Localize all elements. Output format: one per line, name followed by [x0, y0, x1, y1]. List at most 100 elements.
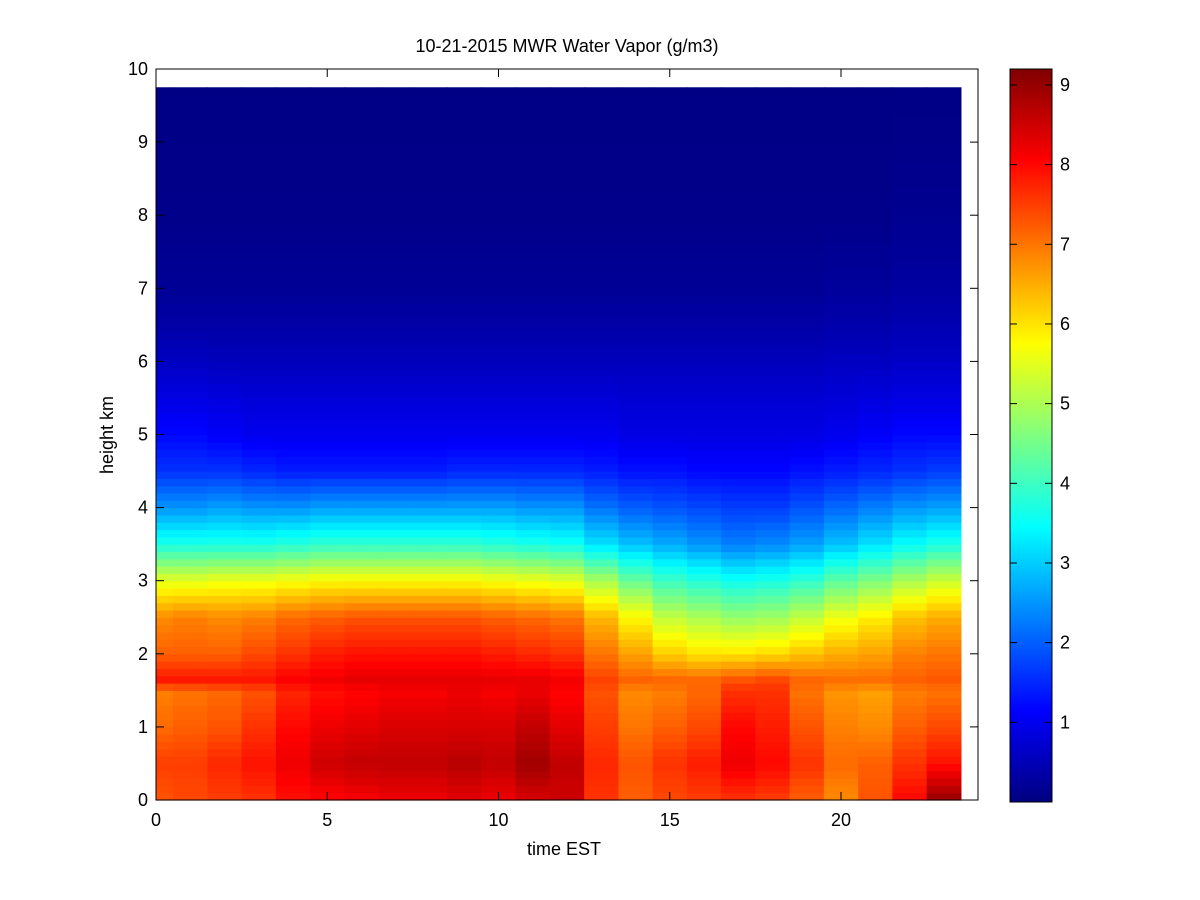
heatmap-cell: [378, 588, 414, 596]
heatmap-cell: [310, 383, 345, 392]
heatmap-cell: [755, 646, 791, 655]
heatmap-cell: [892, 149, 928, 158]
heatmap-cell: [549, 134, 585, 143]
heatmap-cell: [412, 441, 448, 450]
heatmap-cell: [447, 595, 482, 604]
heatmap-cell: [618, 478, 654, 487]
heatmap-cell: [584, 156, 619, 165]
heatmap-cell: [156, 690, 174, 699]
heatmap-cell: [755, 639, 791, 648]
heatmap-cell: [721, 419, 756, 428]
heatmap-cell: [926, 280, 962, 289]
heatmap-cell: [789, 185, 825, 194]
heatmap-cell: [173, 87, 208, 92]
heatmap-cell: [823, 500, 859, 509]
heatmap-cell: [515, 704, 551, 713]
heatmap-cell: [755, 456, 791, 465]
heatmap-cell: [412, 558, 448, 567]
heatmap-cell: [378, 653, 414, 662]
heatmap-cell: [378, 149, 414, 158]
heatmap-cell: [892, 164, 928, 172]
heatmap-cell: [310, 588, 345, 596]
heatmap-cell: [173, 310, 208, 319]
heatmap-cell: [926, 624, 962, 633]
heatmap-cell: [789, 332, 825, 341]
heatmap-cell: [207, 419, 243, 428]
heatmap-cell: [618, 346, 654, 355]
heatmap-cell: [926, 164, 962, 172]
heatmap-cell: [156, 332, 174, 341]
heatmap-cell: [344, 185, 380, 194]
heatmap-cell: [823, 551, 859, 560]
heatmap-cell: [481, 478, 517, 487]
heatmap-cell: [378, 741, 414, 750]
heatmap-cell: [207, 361, 243, 370]
heatmap-cell: [721, 726, 756, 735]
heatmap-cell: [241, 492, 277, 501]
heatmap-cell: [481, 193, 517, 202]
heatmap-cell: [618, 295, 654, 304]
heatmap-cell: [721, 266, 756, 275]
heatmap-cell: [481, 471, 517, 479]
heatmap-cell: [173, 529, 208, 538]
heatmap-cell: [755, 390, 791, 399]
heatmap-cell: [173, 324, 208, 333]
heatmap-cell: [378, 697, 414, 706]
heatmap-cell: [378, 259, 414, 267]
heatmap-cell: [618, 310, 654, 319]
heatmap-cell: [686, 134, 722, 143]
heatmap-cell: [584, 507, 619, 516]
heatmap-cell: [926, 719, 962, 728]
heatmap-cell: [515, 229, 551, 238]
heatmap-cell: [549, 390, 585, 399]
heatmap-cell: [789, 87, 825, 92]
heatmap-cell: [241, 514, 277, 523]
heatmap-cell: [481, 324, 517, 333]
heatmap-cell: [344, 551, 380, 560]
heatmap-cell: [173, 558, 208, 567]
heatmap-cell: [584, 639, 619, 648]
heatmap-cell: [789, 573, 825, 582]
heatmap-cell: [618, 171, 654, 180]
heatmap-cell: [378, 478, 414, 487]
heatmap-cell: [515, 734, 551, 743]
heatmap-cell: [584, 661, 619, 670]
heatmap-cell: [618, 500, 654, 509]
heatmap-cell: [926, 558, 962, 567]
heatmap-cell: [892, 595, 928, 604]
heatmap-cell: [515, 368, 551, 377]
heatmap-cell: [310, 251, 345, 260]
heatmap-cell: [207, 785, 243, 794]
heatmap-cell: [447, 704, 482, 713]
heatmap-cell: [275, 288, 311, 297]
heatmap-cell: [858, 456, 893, 465]
heatmap-cell: [721, 675, 756, 684]
heatmap-cell: [926, 485, 962, 494]
heatmap-cell: [241, 185, 277, 194]
heatmap-cell: [310, 288, 345, 297]
heatmap-cell: [156, 112, 174, 121]
heatmap-cell: [156, 551, 174, 560]
heatmap-cell: [549, 127, 585, 136]
heatmap-cell: [241, 683, 277, 691]
heatmap-cell: [447, 156, 482, 165]
heatmap-cell: [344, 624, 380, 633]
heatmap-cell: [892, 259, 928, 267]
heatmap-cell: [310, 390, 345, 399]
heatmap-cell: [926, 244, 962, 253]
heatmap-cell: [823, 704, 859, 713]
heatmap-cell: [686, 229, 722, 238]
heatmap-cell: [686, 675, 722, 684]
heatmap-cell: [481, 661, 517, 670]
heatmap-cell: [344, 697, 380, 706]
heatmap-cell: [823, 295, 859, 304]
heatmap-cell: [789, 376, 825, 384]
heatmap-cell: [241, 712, 277, 721]
heatmap-cell: [344, 690, 380, 699]
heatmap-cell: [173, 397, 208, 406]
heatmap-cell: [173, 288, 208, 297]
heatmap-cell: [584, 741, 619, 750]
heatmap-cell: [584, 536, 619, 545]
heatmap-cell: [549, 317, 585, 326]
heatmap-cell: [275, 763, 311, 772]
